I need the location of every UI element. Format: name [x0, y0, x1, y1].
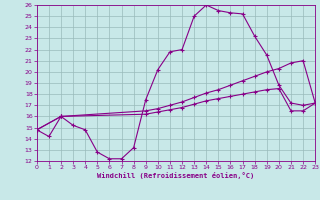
- X-axis label: Windchill (Refroidissement éolien,°C): Windchill (Refroidissement éolien,°C): [97, 172, 255, 179]
